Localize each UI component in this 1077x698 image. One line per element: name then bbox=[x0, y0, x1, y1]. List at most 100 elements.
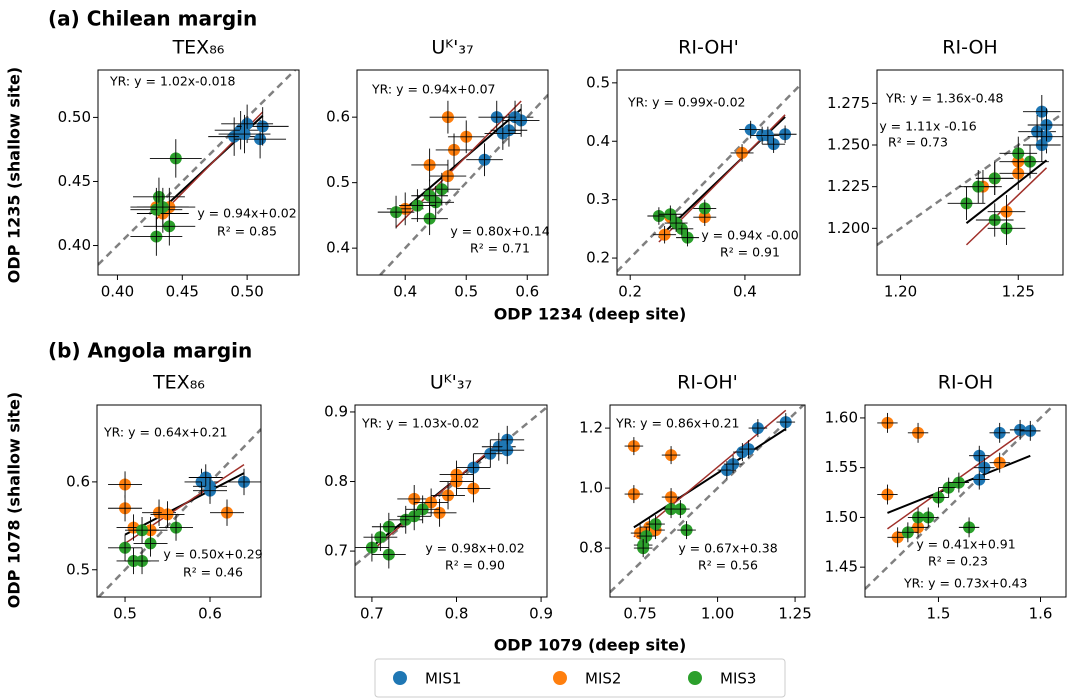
plot-area bbox=[877, 95, 1063, 247]
r2-label: R² = 0.56 bbox=[698, 558, 758, 573]
yr-label: YR: y = 0.94x+0.07 bbox=[371, 82, 495, 97]
legend-marker bbox=[393, 671, 407, 685]
axes-frame bbox=[616, 69, 801, 276]
panel-title: Uᴷ'₃₇ bbox=[431, 37, 473, 59]
panel: RI-OH 1.5 1.6 1.45 1.50 1.55 1.60 YR: y = 0.73x… bbox=[825, 372, 1067, 623]
y-tick-label: 0.6 bbox=[326, 108, 350, 126]
panel-title: TEX₈₆ bbox=[152, 372, 205, 394]
plot-area bbox=[617, 84, 800, 273]
r2-label: R² = 0.23 bbox=[928, 554, 988, 569]
axes-frame bbox=[864, 404, 1067, 598]
x-tick-label: 0.40 bbox=[101, 283, 134, 301]
section-title: (a) Chilean margin bbox=[48, 7, 257, 31]
axes-frame bbox=[609, 404, 806, 598]
x-tick-label: 0.5 bbox=[454, 283, 478, 301]
y-tick-label: 0.9 bbox=[324, 402, 348, 420]
x-tick-label: 1.20 bbox=[884, 283, 917, 301]
x-axis-label: ODP 1079 (deep site) bbox=[494, 636, 687, 655]
x-tick-label: 0.75 bbox=[623, 605, 656, 623]
fit-label: y = 0.94x+0.02 bbox=[197, 206, 296, 221]
y-tick-label: 1.225 bbox=[827, 177, 870, 195]
x-tick-label: 0.4 bbox=[393, 283, 417, 301]
r2-label: R² = 0.91 bbox=[720, 245, 780, 260]
axes-frame bbox=[97, 69, 300, 276]
r2-label: R² = 0.73 bbox=[888, 135, 948, 150]
y-tick-label: 1.50 bbox=[825, 508, 858, 526]
y-tick-label: 0.45 bbox=[58, 172, 91, 190]
x-tick-label: 0.9 bbox=[529, 605, 553, 623]
one-to-one-line bbox=[610, 405, 805, 594]
panel-title: Uᴷ'₃₇ bbox=[430, 372, 472, 394]
section-title: (b) Angola margin bbox=[48, 339, 252, 363]
fit-line bbox=[633, 428, 787, 529]
y-tick-label: 0.50 bbox=[58, 108, 91, 126]
plot-area bbox=[97, 428, 261, 597]
x-tick-label: 0.6 bbox=[198, 605, 222, 623]
legend-marker bbox=[688, 671, 702, 685]
legend-label: MIS1 bbox=[425, 670, 461, 688]
one-to-one-line bbox=[355, 406, 547, 566]
one-to-one-line bbox=[97, 428, 261, 597]
y-tick-label: 1.45 bbox=[825, 558, 858, 576]
fit-label: y = 0.80x+0.14 bbox=[450, 224, 549, 239]
panel-title: TEX₈₆ bbox=[172, 37, 225, 59]
fit-line bbox=[965, 159, 1048, 224]
x-tick-label: 0.45 bbox=[166, 283, 199, 301]
fit-label: y = 1.11x -0.16 bbox=[879, 119, 976, 134]
y-tick-label: 0.7 bbox=[324, 542, 348, 560]
y-tick-label: 0.40 bbox=[58, 236, 91, 254]
yr-label: YR: y = 0.99x-0.02 bbox=[627, 95, 746, 110]
legend-label: MIS3 bbox=[720, 670, 756, 688]
panel: TEX₈₆ 0.40 0.45 0.50 0.40 0.45 0.50 YR: y = 1.0… bbox=[58, 37, 300, 301]
panel: TEX₈₆ 0.5 0.6 0.5 0.6 YR: y = 0.64x+0.21 y = 0… bbox=[66, 372, 263, 623]
x-tick-label: 0.8 bbox=[445, 605, 469, 623]
y-tick-label: 1.250 bbox=[827, 136, 870, 154]
axes-frame bbox=[96, 404, 262, 598]
y-tick-label: 1.55 bbox=[825, 458, 858, 476]
axes-frame bbox=[876, 69, 1064, 276]
y-tick-label: 0.3 bbox=[586, 190, 610, 208]
r2-label: R² = 0.46 bbox=[183, 565, 243, 580]
panel: RI-OH' 0.75 1.00 1.25 0.8 1.0 1.2 YR: y = 0.86x… bbox=[579, 372, 812, 623]
one-to-one-line bbox=[98, 70, 296, 266]
y-tick-label: 1.200 bbox=[827, 219, 870, 237]
x-tick-label: 1.5 bbox=[927, 605, 951, 623]
x-tick-label: 0.2 bbox=[618, 283, 642, 301]
x-tick-label: 1.25 bbox=[778, 605, 811, 623]
fit-line bbox=[395, 108, 522, 218]
plot-area bbox=[610, 405, 805, 594]
y-tick-label: 0.4 bbox=[586, 132, 610, 150]
axes-frame bbox=[354, 404, 548, 598]
axes-frame bbox=[356, 69, 549, 276]
y-tick-label: 0.8 bbox=[324, 472, 348, 490]
y-tick-label: 0.5 bbox=[326, 173, 350, 191]
x-axis-label: ODP 1234 (deep site) bbox=[494, 305, 687, 324]
panel-title: RI-OH' bbox=[677, 372, 738, 394]
one-to-one-line bbox=[877, 112, 1063, 247]
yr-label: YR: y = 1.36x-0.48 bbox=[885, 91, 1004, 106]
panel: Uᴷ'₃₇ 0.7 0.8 0.9 0.7 0.8 0.9 YR: y = 1.03x-0.0… bbox=[324, 372, 553, 623]
y-tick-label: 1.0 bbox=[579, 479, 603, 497]
x-tick-label: 1.25 bbox=[1002, 283, 1035, 301]
fit-label: y = 0.67x+0.38 bbox=[678, 541, 777, 556]
fit-label: y = 0.98x+0.02 bbox=[425, 541, 524, 556]
r2-label: R² = 0.71 bbox=[470, 241, 530, 256]
x-tick-label: 0.7 bbox=[360, 605, 384, 623]
panel: Uᴷ'₃₇ 0.4 0.5 0.6 0.4 0.5 0.6 YR: y = 0.94x+0.0… bbox=[326, 37, 550, 301]
x-tick-label: 0.5 bbox=[113, 605, 137, 623]
panel-title: RI-OH' bbox=[678, 37, 739, 59]
yr-label: YR: y = 0.73x+0.43 bbox=[903, 576, 1027, 591]
y-tick-label: 0.8 bbox=[579, 539, 603, 557]
fit-label: y = 0.50x+0.29 bbox=[163, 547, 262, 562]
x-tick-label: 0.6 bbox=[515, 283, 539, 301]
y-axis-label: ODP 1235 (shallow site) bbox=[5, 67, 24, 283]
panel-title: RI-OH bbox=[938, 372, 993, 394]
yr-label: YR: y = 0.86x+0.21 bbox=[615, 416, 739, 431]
panel-title: RI-OH bbox=[942, 37, 997, 59]
y-tick-label: 0.5 bbox=[66, 560, 90, 578]
y-tick-label: 0.5 bbox=[586, 73, 610, 91]
legend-box bbox=[374, 658, 786, 698]
y-tick-label: 0.4 bbox=[326, 239, 350, 257]
y-tick-label: 1.60 bbox=[825, 408, 858, 426]
